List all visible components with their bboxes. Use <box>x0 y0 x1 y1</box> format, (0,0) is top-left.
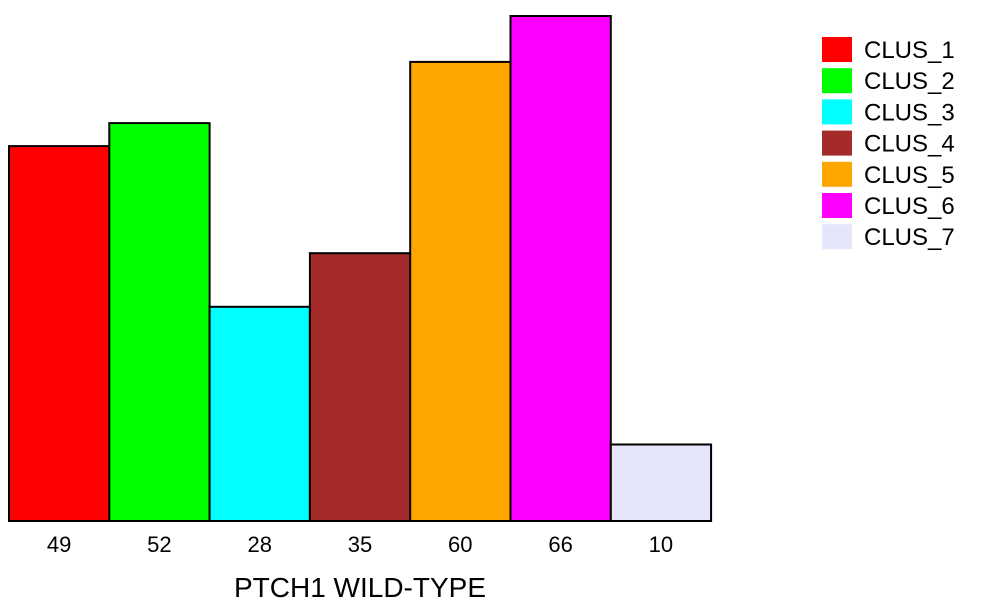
legend-swatch <box>822 130 852 156</box>
bars <box>8 15 713 523</box>
legend-label: CLUS_5 <box>864 162 955 189</box>
tick-label: 28 <box>248 532 272 557</box>
legend-swatch <box>822 224 852 250</box>
tick-label: 60 <box>448 532 472 557</box>
legend-swatch <box>822 37 852 62</box>
tick-label: 10 <box>649 532 673 557</box>
legend-label: CLUS_6 <box>864 193 955 220</box>
tick-label: 66 <box>548 532 572 557</box>
bar-clus-6 <box>509 15 612 522</box>
legend: CLUS_1 CLUS_2 CLUS_3 CLUS_4 CLUS_5 CLUS_6 CLUS… <box>822 37 955 251</box>
legend-label: CLUS_2 <box>864 68 955 95</box>
bar-clus-3 <box>208 305 311 522</box>
bar-clus-5 <box>409 60 512 523</box>
bar-clus-2 <box>108 122 211 522</box>
bar-clus-7 <box>609 443 713 522</box>
legend-swatch <box>822 161 852 187</box>
legend-swatch <box>822 99 852 125</box>
legend-swatch <box>822 193 852 218</box>
bar-clus-1 <box>8 145 111 522</box>
tick-labels: 49 52 28 35 60 66 10 <box>47 532 673 557</box>
legend-label: CLUS_7 <box>864 224 955 251</box>
legend-label: CLUS_4 <box>864 131 955 158</box>
legend-label: CLUS_3 <box>864 99 955 126</box>
legend-label: CLUS_1 <box>864 37 955 64</box>
bar-clus-4 <box>308 252 412 522</box>
legend-swatch <box>822 68 852 94</box>
x-axis-title: PTCH1 WILD-TYPE <box>234 572 486 603</box>
tick-label: 49 <box>47 532 71 557</box>
tick-label: 52 <box>147 532 171 557</box>
tick-label: 35 <box>348 532 372 557</box>
